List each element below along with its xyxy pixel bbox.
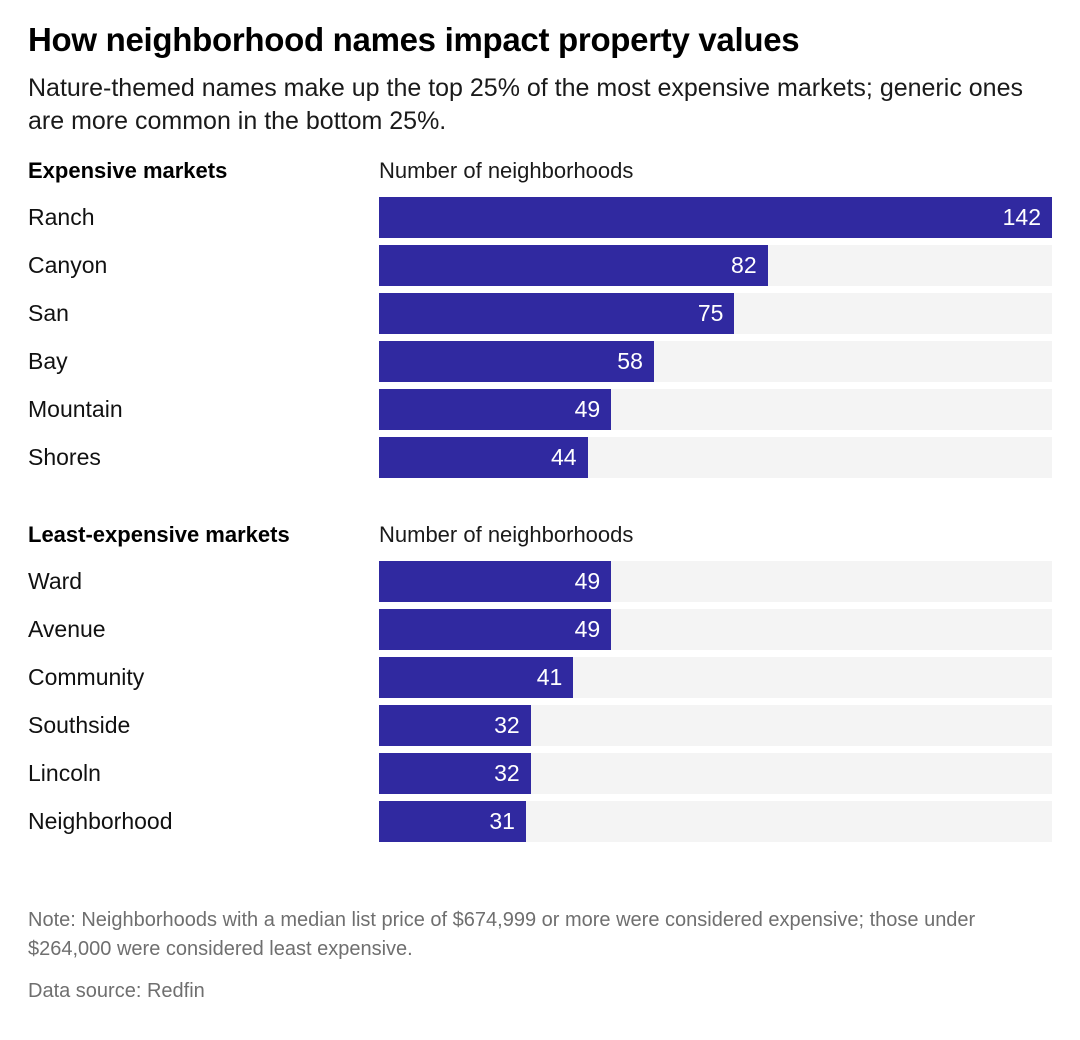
table-row[interactable]: Shores 44 <box>28 437 1052 478</box>
category-header-expensive: Expensive markets <box>28 158 228 183</box>
bar-value: 32 <box>494 760 520 786</box>
bar-track: 142 <box>379 197 1052 238</box>
bar-value: 49 <box>574 396 601 422</box>
chart-note: Note: Neighborhoods with a median list p… <box>28 909 976 960</box>
table-row[interactable]: San 75 <box>28 293 1052 334</box>
bar-value: 142 <box>1002 204 1041 230</box>
bar-label: Lincoln <box>28 760 101 786</box>
bar-track: 49 <box>379 561 1052 602</box>
table-row[interactable]: Community 41 <box>28 657 1052 698</box>
bar[interactable]: 41 <box>379 657 574 698</box>
bar-track: 49 <box>379 609 1052 650</box>
panel-header-expensive: Expensive markets Number of neighborhood… <box>28 158 1052 188</box>
bar[interactable]: 49 <box>379 561 612 602</box>
bar-value: 82 <box>731 252 757 278</box>
bar-value: 49 <box>574 568 601 594</box>
bar-track: 41 <box>379 657 1052 698</box>
bar-track: 49 <box>379 389 1052 430</box>
bar[interactable]: 82 <box>379 245 768 286</box>
panel-header-least-expensive: Least-expensive markets Number of neighb… <box>28 522 1052 552</box>
category-header-least-expensive: Least-expensive markets <box>28 522 290 547</box>
bar[interactable]: 44 <box>379 437 588 478</box>
bar[interactable]: 58 <box>379 341 654 382</box>
bar-value: 49 <box>574 616 601 642</box>
bar-label: San <box>28 300 69 326</box>
value-header-least-expensive: Number of neighborhoods <box>379 522 634 547</box>
bar[interactable]: 49 <box>379 389 612 430</box>
bar-label: Community <box>28 664 145 690</box>
value-header-expensive: Number of neighborhoods <box>379 158 634 183</box>
page-subtitle: Nature-themed names make up the top 25% … <box>28 74 1023 135</box>
bar[interactable]: 32 <box>379 753 531 794</box>
bar[interactable]: 75 <box>379 293 735 334</box>
bar-value: 32 <box>494 712 520 738</box>
bar[interactable]: 31 <box>379 801 526 842</box>
table-row[interactable]: Bay 58 <box>28 341 1052 382</box>
table-row[interactable]: Mountain 49 <box>28 389 1052 430</box>
bar-track: 31 <box>379 801 1052 842</box>
bar-track: 32 <box>379 705 1052 746</box>
bar-label: Shores <box>28 444 101 470</box>
chart-panel-least-expensive: Least-expensive markets Number of neighb… <box>28 522 1052 842</box>
bar-track: 44 <box>379 437 1052 478</box>
chart-footer: Note: Neighborhoods with a median list p… <box>28 906 1052 1006</box>
page-title: How neighborhood names impact property v… <box>28 21 800 58</box>
bar-label: Avenue <box>28 616 106 642</box>
table-row[interactable]: Ward 49 <box>28 561 1052 602</box>
bar-value: 44 <box>550 444 577 470</box>
bar-track: 75 <box>379 293 1052 334</box>
bar-label: Mountain <box>28 396 123 422</box>
bar-value: 58 <box>617 348 643 374</box>
bar-label: Canyon <box>28 252 108 278</box>
bar[interactable]: 49 <box>379 609 612 650</box>
bar-rows-least-expensive: Ward 49 Avenue 49 Community <box>28 561 1052 842</box>
table-row[interactable]: Neighborhood 31 <box>28 801 1052 842</box>
bar-label: Ward <box>28 568 83 594</box>
table-row[interactable]: Southside 32 <box>28 705 1052 746</box>
bar-value: 41 <box>536 664 563 690</box>
bar-label: Neighborhood <box>28 808 173 834</box>
bar[interactable]: 32 <box>379 705 531 746</box>
chart-source: Data source: Redfin <box>28 980 205 1002</box>
bar-value: 31 <box>489 808 515 834</box>
bar-label: Ranch <box>28 204 95 230</box>
table-row[interactable]: Avenue 49 <box>28 609 1052 650</box>
bar-track: 58 <box>379 341 1052 382</box>
bar-label: Bay <box>28 348 68 374</box>
bar-track: 82 <box>379 245 1052 286</box>
bar-rows-expensive: Ranch 142 Canyon 82 San <box>28 197 1052 478</box>
bar-value: 75 <box>697 300 724 326</box>
table-row[interactable]: Lincoln 32 <box>28 753 1052 794</box>
chart-panel-expensive: Expensive markets Number of neighborhood… <box>28 158 1052 478</box>
bar-track: 32 <box>379 753 1052 794</box>
bar-label: Southside <box>28 712 131 738</box>
table-row[interactable]: Canyon 82 <box>28 245 1052 286</box>
table-row[interactable]: Ranch 142 <box>28 197 1052 238</box>
bar[interactable]: 142 <box>379 197 1052 238</box>
